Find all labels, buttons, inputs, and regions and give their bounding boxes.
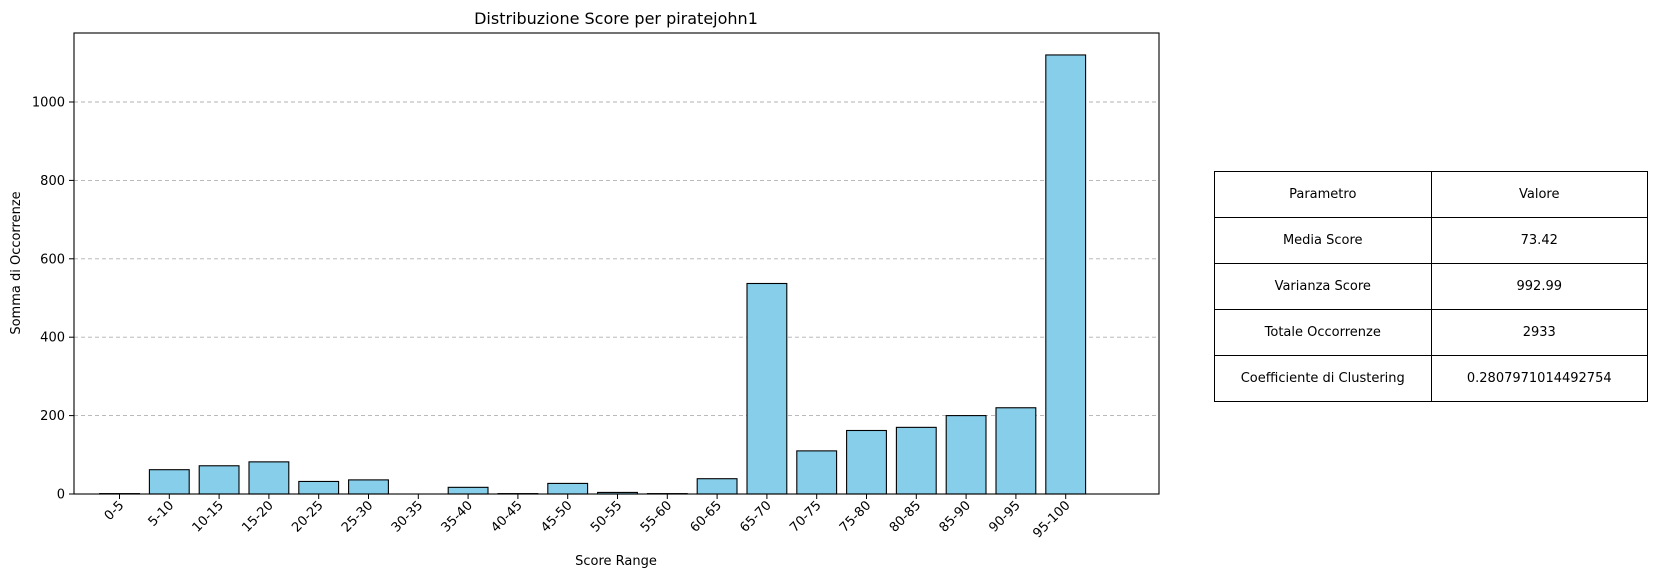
value-cell: 0.2807971014492754 (1430, 355, 1648, 402)
x-tick-label: 45-50 (538, 498, 575, 535)
table-header-row: Parametro Valore (1214, 171, 1648, 218)
y-axis-label: Somma di Occorrenze (9, 191, 24, 334)
stats-table: Parametro Valore Media Score 73.42 Varianza … (1214, 171, 1648, 402)
bar (995, 407, 1037, 495)
x-tick-label: 60-65 (688, 498, 725, 535)
parameter-cell: Totale Occorrenze (1214, 309, 1432, 356)
parameter-cell: Varianza Score (1214, 263, 1432, 310)
y-tick-label: 200 (40, 409, 65, 424)
parameter-cell: Media Score (1214, 217, 1432, 264)
y-tick-label: 400 (40, 331, 65, 346)
x-tick-label: 20-25 (289, 498, 326, 535)
bar (945, 415, 987, 495)
x-tick-label: 25-30 (339, 498, 376, 535)
x-tick-label: 65-70 (737, 498, 774, 535)
table-row: Media Score 73.42 (1214, 217, 1648, 264)
x-tick-label: 95-100 (1030, 498, 1073, 541)
x-tick-label: 55-60 (638, 498, 675, 535)
bar (148, 469, 190, 495)
y-tick-label: 0 (57, 488, 65, 503)
x-tick-label: 85-90 (937, 498, 974, 535)
x-tick-label: 30-35 (389, 498, 426, 535)
x-tick-label: 75-80 (837, 498, 874, 535)
x-tick-label: 35-40 (439, 498, 476, 535)
bars (99, 54, 1087, 495)
x-tick-label: 10-15 (190, 498, 227, 535)
bar (447, 486, 489, 495)
x-tick-label: 5-10 (146, 498, 177, 529)
value-cell: 2933 (1430, 309, 1648, 356)
bar (198, 465, 240, 495)
chart-title: Distribuzione Score per piratejohn1 (474, 9, 758, 28)
bar (846, 429, 887, 495)
x-tick-label: 90-95 (986, 498, 1023, 535)
x-tick-label: 80-85 (887, 498, 924, 535)
x-tick-label: 50-55 (588, 498, 625, 535)
bar (348, 479, 389, 495)
table-row: Varianza Score 992.99 (1214, 263, 1648, 310)
parameter-cell: Parametro (1214, 171, 1432, 218)
y-tick-label: 1000 (32, 95, 65, 110)
bar (248, 461, 290, 495)
plot-frame (73, 32, 1160, 495)
x-tick-label: 15-20 (239, 498, 276, 535)
table-row: Totale Occorrenze 2933 (1214, 309, 1648, 356)
stats-table-body: Parametro Valore Media Score 73.42 Varianza … (1214, 171, 1648, 402)
x-tick-label: 70-75 (787, 498, 824, 535)
bar (746, 282, 788, 495)
x-tick-label: 0-5 (102, 498, 128, 524)
y-tick-label: 600 (40, 252, 65, 267)
bar (696, 478, 738, 495)
x-axis: 0-5 5-10 10-15 15-20 20-25 25-30 30-35 35-40 40-… (102, 494, 1074, 541)
bar (298, 480, 340, 495)
value-cell: Valore (1430, 171, 1648, 218)
y-axis: 0 200 400 600 800 1000 (32, 95, 74, 503)
value-cell: 73.42 (1430, 217, 1648, 264)
bar (1045, 54, 1087, 495)
table-row: Coefficiente di Clustering 0.280797101449… (1214, 355, 1648, 402)
bar (796, 450, 838, 495)
x-tick-label: 40-45 (488, 498, 525, 535)
x-axis-label: Score Range (575, 554, 657, 569)
y-tick-label: 800 (40, 174, 65, 189)
parameter-cell: Coefficiente di Clustering (1214, 355, 1432, 402)
value-cell: 992.99 (1430, 263, 1648, 310)
grid-lines (74, 101, 1159, 417)
bar (547, 482, 589, 495)
bar (895, 426, 937, 495)
